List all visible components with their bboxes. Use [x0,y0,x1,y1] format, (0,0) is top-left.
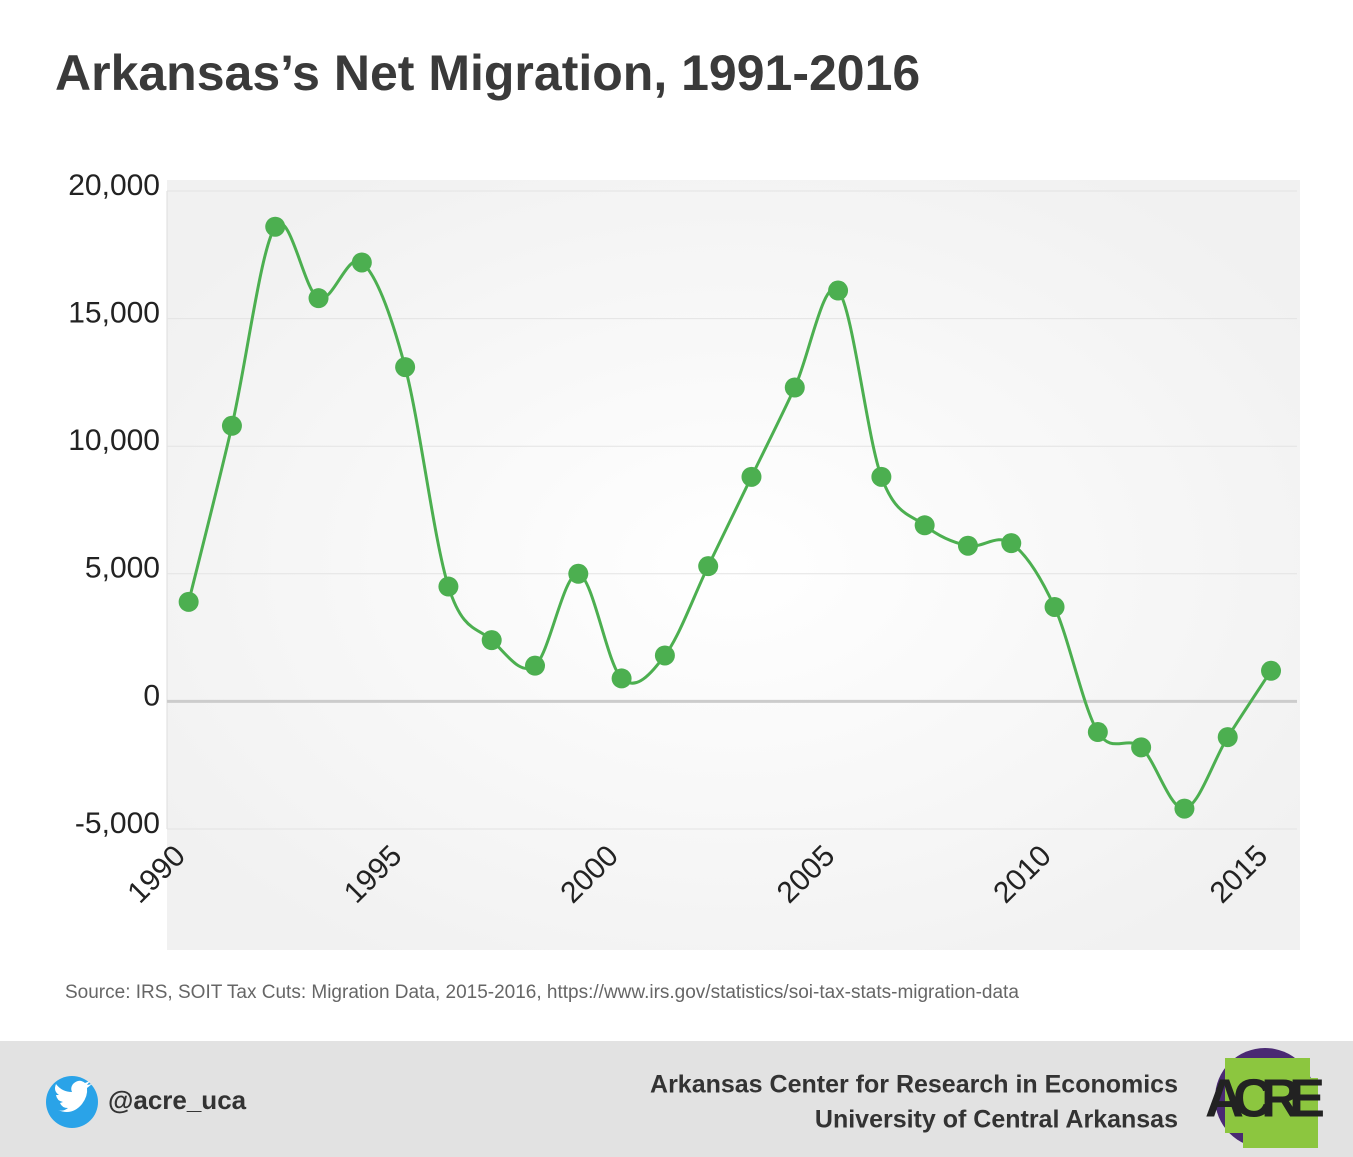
point [698,556,719,577]
y-tick-label: 15,000 [68,297,160,330]
point [568,563,589,584]
chart-title: Arkansas’s Net Migration, 1991-2016 [55,45,920,101]
y-tick-label: 10,000 [68,424,160,457]
point [308,288,329,309]
point [611,668,632,689]
org-name: Arkansas Center for Research in Economic… [650,1071,1178,1099]
point [438,576,459,597]
point [1174,798,1195,819]
point [1001,533,1022,554]
point [1217,727,1238,748]
org-university: University of Central Arkansas [815,1106,1178,1134]
point [525,655,546,676]
point [395,357,416,378]
point [957,535,978,556]
point [481,630,502,651]
point [351,252,372,273]
source: Source: IRS, SOIT Tax Cuts: Migration Da… [65,982,1019,1003]
point [741,466,762,487]
point [1044,596,1065,617]
line [187,222,1273,811]
point [784,377,805,398]
point [265,216,286,237]
point [828,280,849,301]
point [1261,660,1282,681]
point [914,515,935,536]
plot-background [167,180,1300,950]
point [1087,722,1108,743]
point [221,415,242,436]
y-tick-label: 20,000 [68,169,160,202]
point [654,645,675,666]
logo-text: ACRE [1205,1068,1325,1128]
point [871,466,892,487]
logo-state [1225,1058,1318,1148]
twitter-bird [55,1080,92,1112]
twitter-handle[interactable]: @acre_uca [108,1085,247,1115]
y-tick-label: 0 [143,679,160,712]
y-tick-label: 5,000 [85,552,160,585]
y-tick-label: -5,000 [75,807,160,840]
footer-bar [0,1041,1353,1157]
point [178,591,199,612]
point [1131,737,1152,758]
